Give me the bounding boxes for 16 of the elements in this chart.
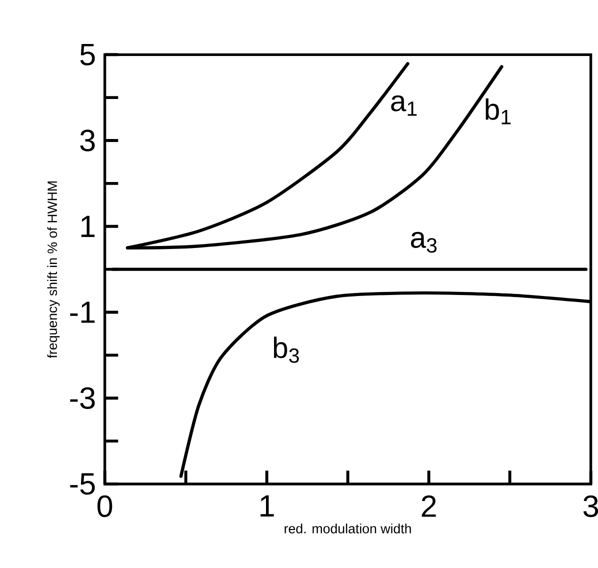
x-tick-label: 3 [583, 495, 598, 518]
x-tick-label: 1 [260, 495, 274, 516]
x-axis-title: red. modulation width [284, 524, 411, 534]
y-axis-title: frequency shift in % of HWHM [47, 182, 60, 358]
y-tick-label: -1 [70, 302, 95, 323]
y-tick-label: -3 [70, 387, 95, 409]
y-tick-label: 3 [80, 130, 95, 152]
x-tick-label: 0 [97, 495, 112, 518]
series-label: a$_{1}$ [391, 95, 417, 116]
y-tick-label: 5 [80, 44, 95, 66]
series-label: b$_{1}$ [486, 98, 511, 124]
series-label: a$_{3}$ [411, 232, 437, 253]
y-tick-label: -5 [70, 473, 95, 495]
x-tick-label: 2 [422, 495, 436, 517]
y-tick-label: 1 [81, 216, 95, 237]
series-label: b$_{3}$ [274, 336, 299, 363]
